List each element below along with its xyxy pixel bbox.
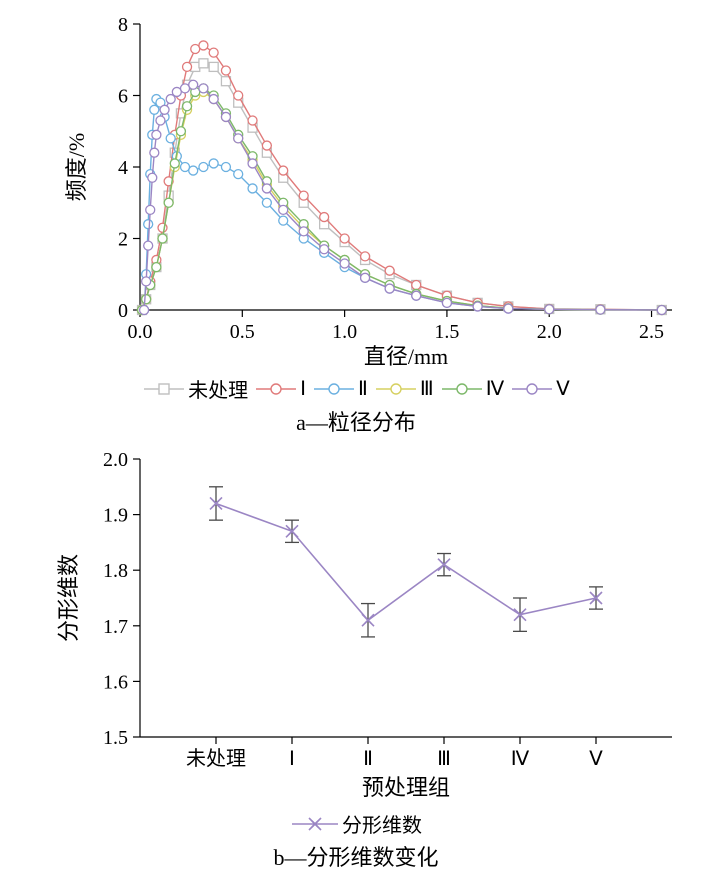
- svg-text:2.0: 2.0: [537, 321, 562, 343]
- svg-text:1.5: 1.5: [434, 321, 459, 343]
- svg-text:2.0: 2.0: [103, 449, 128, 471]
- svg-text:0.5: 0.5: [230, 321, 255, 343]
- svg-text:Ⅰ: Ⅰ: [289, 748, 295, 770]
- svg-text:0: 0: [118, 300, 128, 322]
- legend-item-IV: Ⅳ: [440, 376, 504, 401]
- legend-item-未处理: 未处理: [142, 374, 248, 403]
- legend-item-V: Ⅴ: [510, 376, 570, 401]
- legend-item-fractal: 分形维数: [290, 809, 422, 838]
- svg-text:预处理组: 预处理组: [362, 775, 450, 800]
- chart-b-svg: 1.5 1.6 1.7 1.8 1.9 2.0 未处理 Ⅰ Ⅱ Ⅲ Ⅳ Ⅴ 预处理组 分形维数: [10, 445, 702, 805]
- svg-text:1.7: 1.7: [103, 616, 128, 638]
- chart-a-caption: a—粒径分布: [10, 405, 702, 437]
- svg-text:Ⅱ: Ⅱ: [363, 748, 373, 770]
- svg-text:1.6: 1.6: [103, 671, 128, 693]
- chart-a-svg: 0 2 4 6 8 0.0 0.5 1.0 1.5 2.0 2.5 直径/mm 频度/%: [10, 10, 702, 370]
- svg-text:1.9: 1.9: [103, 505, 128, 527]
- svg-text:直径/mm: 直径/mm: [364, 344, 448, 369]
- legend-label: Ⅰ: [300, 376, 306, 401]
- svg-text:6: 6: [118, 86, 128, 108]
- svg-text:Ⅳ: Ⅳ: [511, 748, 530, 770]
- svg-text:未处理: 未处理: [186, 747, 246, 770]
- svg-text:2.5: 2.5: [639, 321, 664, 343]
- svg-text:1.0: 1.0: [332, 321, 357, 343]
- chart-b-legend: 分形维数: [10, 809, 702, 838]
- svg-text:Ⅲ: Ⅲ: [437, 748, 451, 770]
- svg-text:2: 2: [118, 229, 128, 251]
- svg-text:0.0: 0.0: [128, 321, 153, 343]
- legend-label: 未处理: [188, 374, 248, 403]
- svg-text:1.5: 1.5: [103, 727, 128, 749]
- chart-a-container: 0 2 4 6 8 0.0 0.5 1.0 1.5 2.0 2.5 直径/mm 频度/%: [10, 10, 702, 370]
- legend-label: 分形维数: [342, 809, 422, 838]
- legend-item-III: Ⅲ: [374, 376, 434, 401]
- chart-a-legend: 未处理 Ⅰ Ⅱ Ⅲ Ⅳ Ⅴ: [10, 374, 702, 403]
- legend-item-I: Ⅰ: [254, 376, 306, 401]
- svg-text:频度/%: 频度/%: [64, 133, 89, 201]
- legend-label: Ⅱ: [358, 376, 368, 401]
- svg-text:1.8: 1.8: [103, 560, 128, 582]
- svg-text:4: 4: [118, 157, 128, 179]
- svg-text:8: 8: [118, 14, 128, 36]
- chart-b-container: 1.5 1.6 1.7 1.8 1.9 2.0 未处理 Ⅰ Ⅱ Ⅲ Ⅳ Ⅴ 预处理组 分形维数: [10, 445, 702, 805]
- legend-label: Ⅴ: [556, 376, 570, 401]
- svg-text:分形维数: 分形维数: [56, 554, 81, 642]
- legend-label: Ⅳ: [486, 376, 504, 401]
- chart-b-caption: b—分形维数变化: [10, 840, 702, 872]
- legend-item-II: Ⅱ: [312, 376, 368, 401]
- svg-text:Ⅴ: Ⅴ: [589, 748, 603, 770]
- legend-label: Ⅲ: [420, 376, 434, 401]
